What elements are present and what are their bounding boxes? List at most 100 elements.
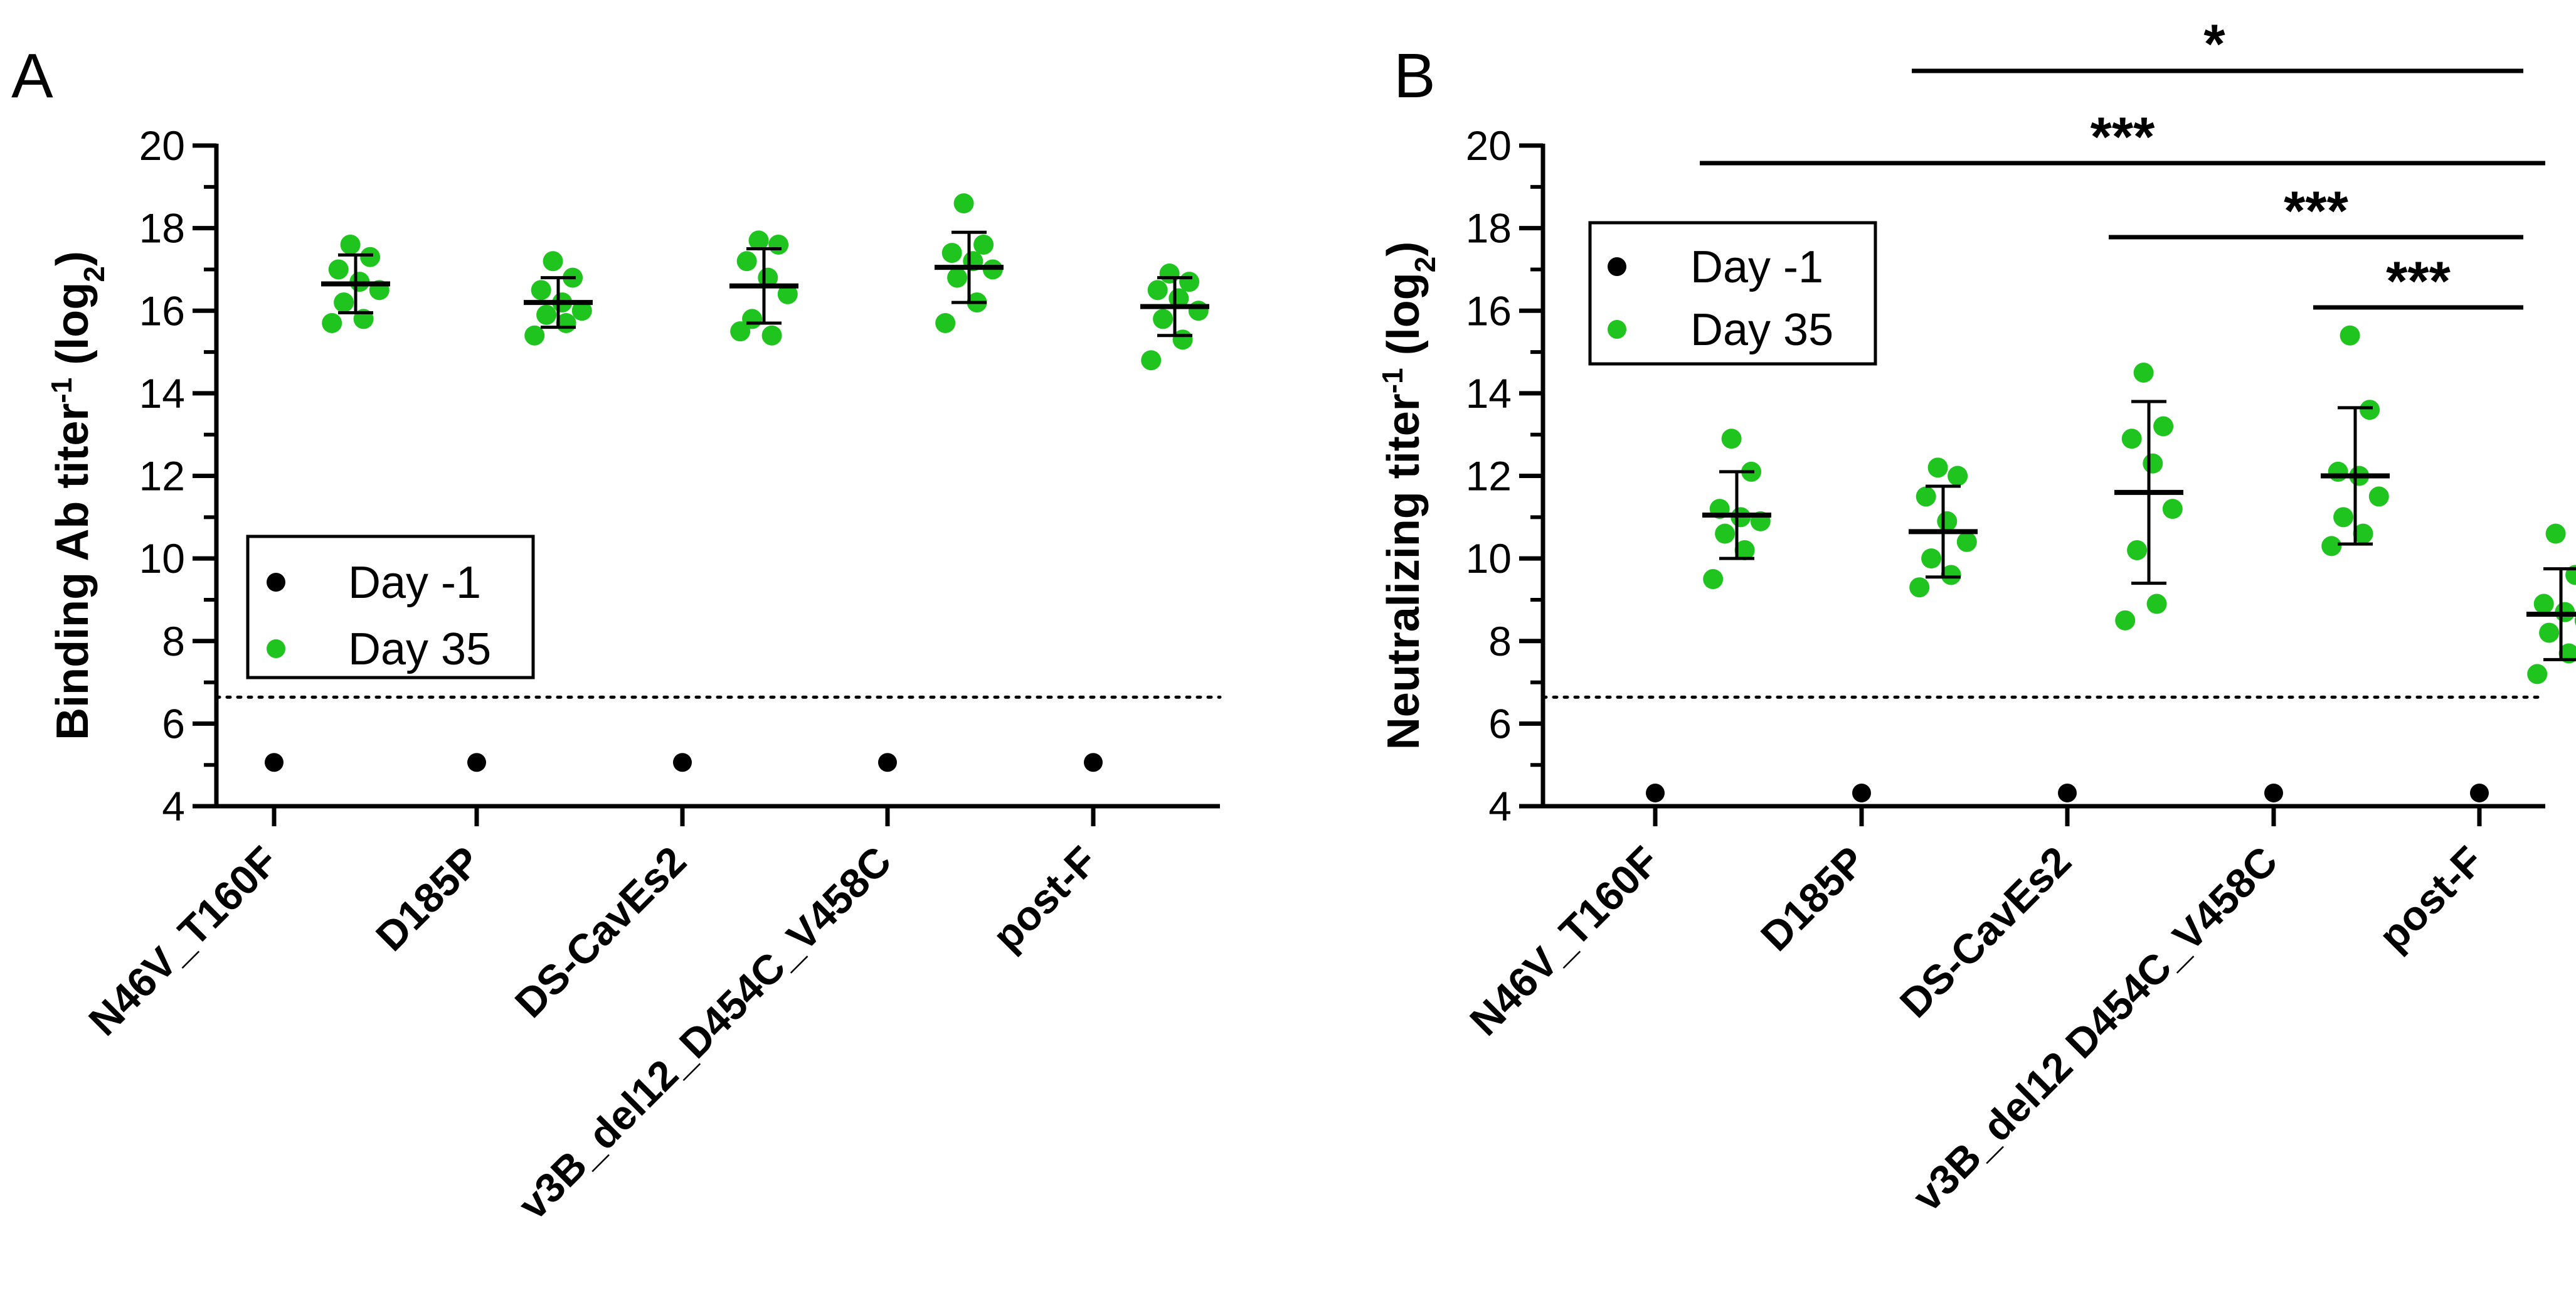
panel-b-day35-point [2545,523,2566,544]
panel-b-significance-label: *** [2091,105,2155,168]
panel-a-day35-point [1179,272,1200,292]
panel-a-day-minus1-point [265,753,284,772]
panel-a-y-tick-label: 6 [162,700,185,747]
panel-a-day35-point [340,234,361,255]
panel-b-day35-point [2340,325,2360,346]
panel-b-day35-point [2333,507,2354,528]
panel-b-y-tick-label: 12 [1466,453,1512,499]
panel-b-category-label: post-F [2370,838,2492,960]
panel-b-day35-point [2146,594,2167,614]
panel-a: A Binding Ab titer-1 (log2) 4 6 8 10 12 14 16 1… [11,41,1222,1228]
panel-b-day35-point [1937,511,1958,531]
panel-b-day-minus1-point [2058,783,2077,802]
panel-b-legend-box [1588,221,1877,366]
panel-a-day35-point [322,312,342,333]
panel-a-day35-point [1141,350,1162,371]
panel-b-day-minus1-point [1646,783,1665,802]
panel-b-day35-point [2115,610,2136,631]
panel-a-y-tick-label: 20 [139,122,185,169]
panel-b-day35-point [1921,548,1942,569]
panel-b-plot-area: 4 6 8 10 12 14 16 18 20 N46V_T160F D185P DS-CavEs2v… [1461,13,2576,1220]
panel-b-significance-label: * [2203,13,2225,75]
panel-a-day35-point [777,284,798,304]
panel-b-category-label: D185P [1752,838,1874,960]
panel-b-day35-point [1703,569,1724,590]
panel-a-y-tick-label: 10 [139,535,185,582]
panel-a-letter: A [11,41,53,111]
panel-b-y-tick-label: 4 [1488,783,1512,829]
panel-b-day35-point [1909,577,1930,598]
panel-a-day35-point [768,234,789,255]
panel-a-day35-point [571,301,592,321]
panel-b-day35-point [1956,531,1977,552]
panel-b-day35-point [2121,429,2142,449]
panel-b-letter: B [1394,41,1436,111]
panel-b-day35-point [2153,416,2174,437]
panel-a-day-minus1-point [467,753,486,772]
panel-a-day35-point [1147,280,1168,301]
panel-b-day35-point [2133,362,2154,383]
panel-a-day35-point [328,259,349,280]
panel-a-day-minus1-point [878,753,897,772]
panel-b-y-tick-label: 16 [1466,287,1512,334]
panel-b-legend-day35-label: Day 35 [1690,305,1833,355]
panel-a-day35-point [935,312,956,333]
panel-b-significance-label: *** [2386,250,2451,312]
panel-b-day35-point [2368,486,2389,507]
panel-a-y-axis-label: Binding Ab titer-1 (log2) [45,251,110,740]
panel-a-y-tick-label: 16 [139,287,185,334]
panel-a-category-label: N46V_T160F [80,838,287,1045]
panel-b-day35-point [2574,615,2576,626]
panel-a-day35-point [973,234,994,255]
panel-a-day35-point [1159,264,1180,284]
panel-a-legend-day35-marker [267,639,285,658]
panel-b-y-axis-label: Neutralizing titer-1 (log2) [1376,242,1441,750]
panel-b-day35-point [2360,400,2380,420]
panel-a-legend-day35-label: Day 35 [348,624,491,674]
panel-b-y-tick-label: 8 [1488,618,1512,664]
panel-b-y-tick-label: 6 [1488,700,1512,747]
panel-a-y-tick-label: 14 [139,370,185,417]
panel-b-y-tick-label: 18 [1466,205,1512,252]
panel-b-significance-label: *** [2284,179,2348,242]
panel-b-day35-point [2328,461,2348,482]
panel-b-category-label: N46V_T160F [1461,838,1668,1045]
panel-b-day35-point [2162,499,2183,519]
panel-a-category-label: post-F [983,838,1106,960]
panel-a-category-label: D185P [367,838,489,960]
panel-a-day35-point [730,321,751,342]
panel-b-day-minus1-point [1852,783,1871,802]
panel-a-day35-point [360,247,381,267]
panel-b-day35-point [1941,565,1961,585]
panel-b-category-label: DS-CavEs2 [1891,838,2080,1026]
panel-b-category-label: v3B_del12 D454C_V458C [1904,838,2286,1220]
panel-b: B Neutralizing titer-1 (log2) 4 6 8 10 12 14 1… [1376,13,2576,1220]
panel-a-legend: Day -1 Day 35 [246,535,535,679]
panel-a-day-minus1-point [673,753,692,772]
panel-b-legend-day35-marker [1608,320,1626,339]
panel-a-day35-point [761,325,782,346]
panel-b-y-tick-label: 20 [1466,122,1512,169]
panel-b-day-minus1-point [2470,783,2489,802]
panel-b-day35-point [1948,466,1968,486]
panel-b-day35-point [2321,536,2342,556]
panel-a-day35-point [524,325,545,346]
panel-a-day35-point [531,280,551,301]
panel-a-day35-point [953,193,974,214]
panel-a-day35-point [1153,309,1174,329]
panel-a-day35-point [334,292,354,313]
panel-a-category-label: v3B_del12_D454C_V458C [509,838,900,1228]
panel-b-day35-point [2539,622,2560,643]
panel-b-day35-point [1927,457,1948,478]
panel-a-legend-box [246,535,535,679]
panel-b-day35-point [1721,429,1742,449]
panel-b-day35-point [1916,486,1936,507]
panel-a-category-label: DS-CavEs2 [506,838,695,1026]
panel-b-day35-point [1715,523,1736,544]
panel-a-day35-point [543,251,563,272]
panel-a-day35-point [1188,301,1209,321]
panel-b-day35-point [2127,540,2148,560]
panel-a-day35-point [947,267,968,288]
panel-b-legend: Day -1 Day 35 [1588,221,1877,366]
